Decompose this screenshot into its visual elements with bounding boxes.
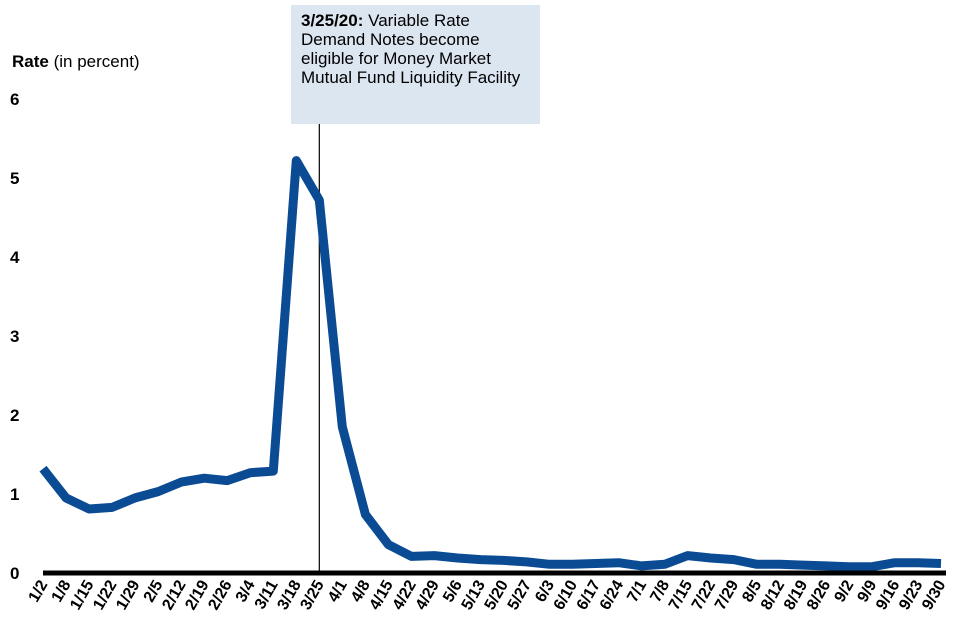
x-tick-label: 1/15: [67, 577, 97, 613]
annotation-date: 3/25/20:: [301, 11, 364, 30]
x-tick-label: 6/17: [574, 577, 604, 613]
y-tick-label: 4: [10, 248, 20, 267]
x-tick-label: 7/1: [624, 577, 650, 605]
x-tick-label: 1/29: [113, 577, 143, 613]
x-tick-label: 4/1: [325, 577, 351, 605]
x-tick-label: 4/29: [413, 577, 443, 613]
x-tick-label: 1/22: [90, 577, 120, 613]
x-tick-label: 9/30: [919, 577, 949, 613]
y-tick-label: 1: [10, 485, 19, 504]
x-tick-label: 7/15: [666, 577, 696, 613]
x-tick-label: 8/26: [804, 577, 834, 613]
x-tick-label: 3/25: [297, 577, 327, 613]
x-tick-label: 5/20: [482, 577, 512, 613]
x-tick-label: 3/18: [274, 577, 304, 613]
y-tick-label: 6: [10, 90, 19, 109]
series-line: [39, 156, 942, 572]
x-tick-label: 2/19: [182, 577, 212, 613]
x-tick-label: 2/26: [205, 577, 235, 613]
x-tick-label: 9/23: [896, 577, 926, 613]
y-tick-label: 2: [10, 406, 19, 425]
y-tick-label: 3: [10, 327, 19, 346]
x-tick-label: 8/12: [758, 577, 788, 613]
x-tick-label: 4/22: [390, 577, 420, 613]
y-tick-label: 5: [10, 169, 19, 188]
x-tick-label: 7/29: [712, 577, 742, 613]
x-tick-label: 7/22: [689, 577, 719, 613]
y-tick-label: 0: [10, 564, 19, 583]
x-tick-label: 6/10: [551, 577, 581, 613]
x-tick-label: 5/27: [505, 577, 535, 613]
y-axis-title: Rate (in percent): [12, 52, 140, 71]
x-tick-label: 8/19: [781, 577, 811, 613]
x-tick-label: 9/2: [832, 577, 858, 605]
x-tick-label: 6/24: [597, 577, 627, 613]
annotation-text: Variable Rate Demand Notes become eligib…: [301, 11, 521, 87]
annotation-box: 3/25/20: Variable Rate Demand Notes beco…: [291, 5, 540, 124]
x-tick-label: 5/13: [459, 577, 489, 613]
x-tick-label: 9/16: [873, 577, 903, 613]
x-tick-label: 1/2: [26, 577, 52, 605]
x-tick-label: 4/15: [367, 577, 397, 613]
x-tick-label: 2/12: [159, 577, 189, 613]
